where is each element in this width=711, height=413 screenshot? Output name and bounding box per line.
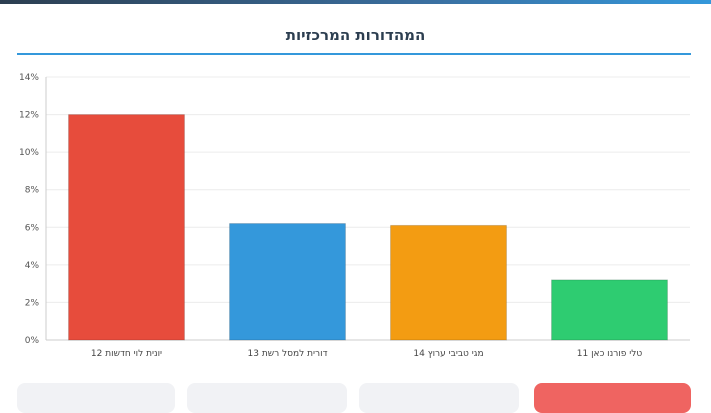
x-tick-label: מגי טביבי ערוץ 14 xyxy=(413,349,483,359)
y-tick-label: 10% xyxy=(19,148,39,158)
bottom-card-3[interactable] xyxy=(359,383,519,413)
y-tick-label: 2% xyxy=(25,298,40,308)
bar[interactable] xyxy=(68,114,185,341)
y-tick-label: 6% xyxy=(25,223,40,233)
bottom-card-1[interactable] xyxy=(17,383,175,413)
y-tick-label: 14% xyxy=(19,73,39,83)
bar[interactable] xyxy=(551,279,668,341)
bar-chart: 0% 2% 4% 6% 8% 10% 12% 14% יונית לוי חדשות 12 דור… xyxy=(19,73,690,359)
top-accent-strip xyxy=(0,0,711,4)
chart-title: המהדורות המרכזיות xyxy=(285,26,426,44)
bar[interactable] xyxy=(229,223,346,341)
title-underline xyxy=(17,53,691,55)
y-tick-label: 0% xyxy=(25,336,40,346)
bottom-card-2[interactable] xyxy=(187,383,347,413)
bottom-card-active[interactable] xyxy=(534,383,691,413)
y-tick-label: 12% xyxy=(19,111,39,121)
y-tick-label: 4% xyxy=(25,261,40,271)
bar[interactable] xyxy=(390,224,507,341)
x-tick-label: דורית למסל רשת 13 xyxy=(248,349,328,359)
x-tick-label: יונית לוי חדשות 12 xyxy=(91,349,162,359)
x-tick-label: טלי פורנו כאן 11 xyxy=(577,349,643,359)
y-tick-label: 8% xyxy=(25,186,40,196)
